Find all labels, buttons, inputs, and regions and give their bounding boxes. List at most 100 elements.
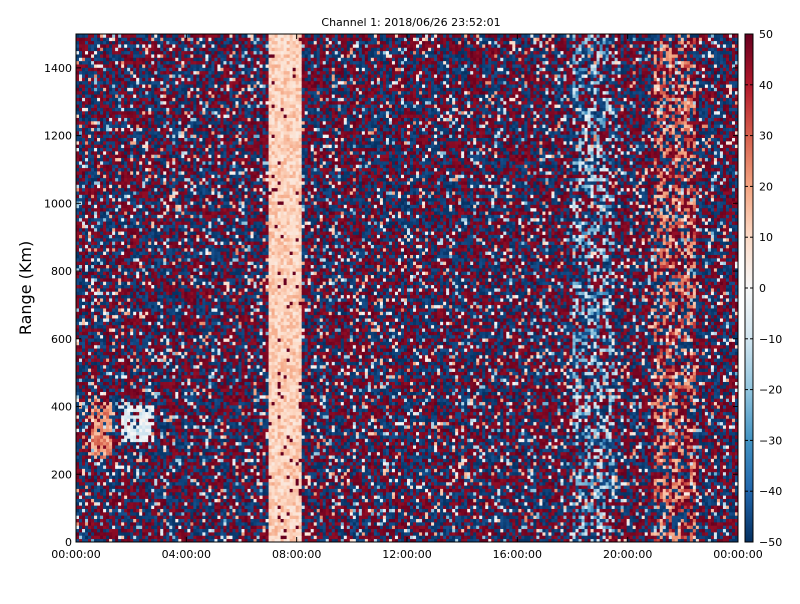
heatmap-cell [145,314,149,319]
heatmap-cell [97,281,101,286]
heatmap-cell [139,348,143,352]
heatmap-cell [100,114,104,118]
heatmap-cell [172,458,176,463]
heatmap-cell [160,531,164,536]
heatmap-cell [112,40,116,45]
heatmap-cell [115,54,119,58]
heatmap-cell [121,217,125,222]
heatmap-cell [118,435,122,439]
heatmap-cell [160,60,164,65]
heatmap-cell [82,107,86,112]
heatmap-cell [94,157,98,162]
heatmap-cell [154,257,158,262]
heatmap-cell [109,368,113,372]
heatmap-cell [79,34,83,38]
heatmap-cell [139,207,143,212]
heatmap-cell [118,254,122,259]
heatmap-cell [163,498,167,503]
heatmap-cell [103,308,107,312]
heatmap-cell [142,394,146,399]
heatmap-cell [157,418,161,423]
heatmap-cell [124,204,128,209]
heatmap-cell [112,461,116,466]
heatmap-cell [109,441,113,446]
heatmap-cell [157,478,161,483]
heatmap-cell [145,461,149,466]
heatmap-cell [97,277,101,282]
heatmap-cell [85,57,89,62]
heatmap-cell [142,201,146,205]
heatmap-cell [163,184,167,189]
heatmap-cell [160,341,164,346]
heatmap-cell [148,174,152,179]
heatmap-cell [121,120,125,125]
heatmap-cell [142,241,146,245]
heatmap-cell [115,394,119,399]
heatmap-cell [136,74,140,78]
heatmap-cell [91,90,95,95]
heatmap-cell [124,515,128,519]
heatmap-cell [160,421,164,426]
heatmap-cell [157,388,161,392]
heatmap-cell [112,481,116,486]
heatmap-cell [157,455,161,459]
heatmap-cell [160,308,164,312]
heatmap-cell [82,531,86,536]
heatmap-cell [100,475,104,479]
heatmap-cell [124,298,128,302]
heatmap-cell [145,304,149,309]
heatmap-cell [112,281,116,286]
heatmap-cell [151,508,155,513]
heatmap-cell [139,227,143,232]
heatmap-cell [91,505,95,509]
heatmap-cell [106,251,110,255]
heatmap-cell [94,140,98,145]
heatmap-cell [112,167,116,172]
heatmap-cell [112,217,116,222]
heatmap-cell [157,247,161,252]
heatmap-cell [76,244,80,249]
heatmap-cell [76,491,80,496]
heatmap-cell [151,394,155,399]
heatmap-cell [151,294,155,299]
heatmap-cell [172,257,176,262]
heatmap-cell [100,110,104,115]
heatmap-cell [91,408,95,413]
heatmap-cell [145,321,149,326]
heatmap-cell [130,100,134,105]
heatmap-cell [151,338,155,342]
heatmap-cell [133,144,137,149]
heatmap-cell [76,94,80,98]
heatmap-cell [139,394,143,399]
heatmap-cell [94,425,98,429]
heatmap-cell [130,134,134,138]
heatmap-cell [91,338,95,342]
heatmap-cell [88,408,92,413]
heatmap-cell [148,267,152,272]
heatmap-cell [94,214,98,219]
heatmap-cell [106,481,110,486]
heatmap-cell [163,74,167,78]
heatmap-cell [142,408,146,413]
heatmap-cell [160,481,164,486]
heatmap-cell [136,57,140,62]
heatmap-cell [136,107,140,112]
heatmap-cell [109,518,113,523]
heatmap-cell [103,521,107,526]
heatmap-cell [130,257,134,262]
heatmap-cell [85,308,89,312]
heatmap-cell [94,531,98,536]
heatmap-cell [115,90,119,95]
heatmap-cell [91,67,95,72]
heatmap-cell [172,401,176,406]
heatmap-cell [106,47,110,52]
heatmap-cell [130,164,134,169]
heatmap-cell [109,104,113,108]
heatmap-cell [76,485,80,489]
heatmap-cell [151,368,155,372]
heatmap-cell [148,401,152,406]
heatmap-cell [118,348,122,352]
heatmap-cell [109,528,113,533]
heatmap-cell [79,107,83,112]
heatmap-cell [157,475,161,479]
